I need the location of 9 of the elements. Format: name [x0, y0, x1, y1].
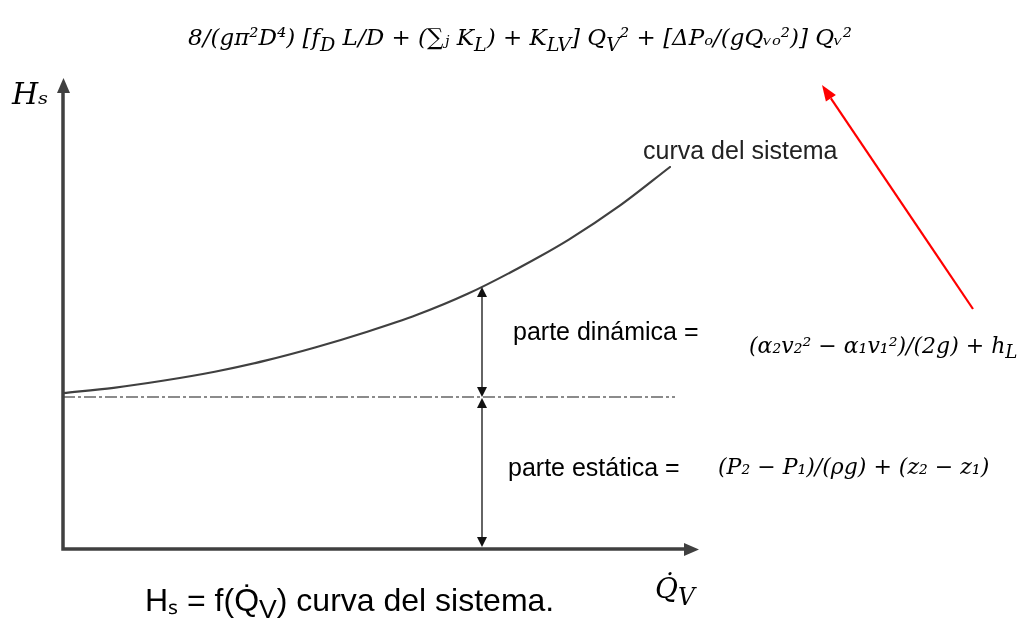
text: (α₂v₂² − α₁v₁²)/(2g) + h$_{L}$ — [749, 333, 1018, 363]
text: (P₂ − P₁)/(ρg) + (z₂ − z₁) — [718, 454, 990, 479]
chart-title: 8/(gπ²D⁴) [f$_{D}$ L/D + (∑ⱼ K$_{L}$) + K$_{LV}$] Q$_{V}$² + [ΔPₒ/(gQᵥₒ²)] Qᵥ² — [188, 24, 852, 56]
x-axis-title: Q̇$_{V}$ — [655, 572, 695, 611]
series-label: curva del sistema — [643, 136, 838, 164]
annotation: parte dinámica = — [513, 317, 699, 346]
y-axis-title: Hₛ — [12, 76, 49, 111]
text: Hₛ = f(Q̇$_{V}$) curva del sistema. — [145, 581, 555, 626]
annotation: parte estática = — [508, 453, 680, 482]
